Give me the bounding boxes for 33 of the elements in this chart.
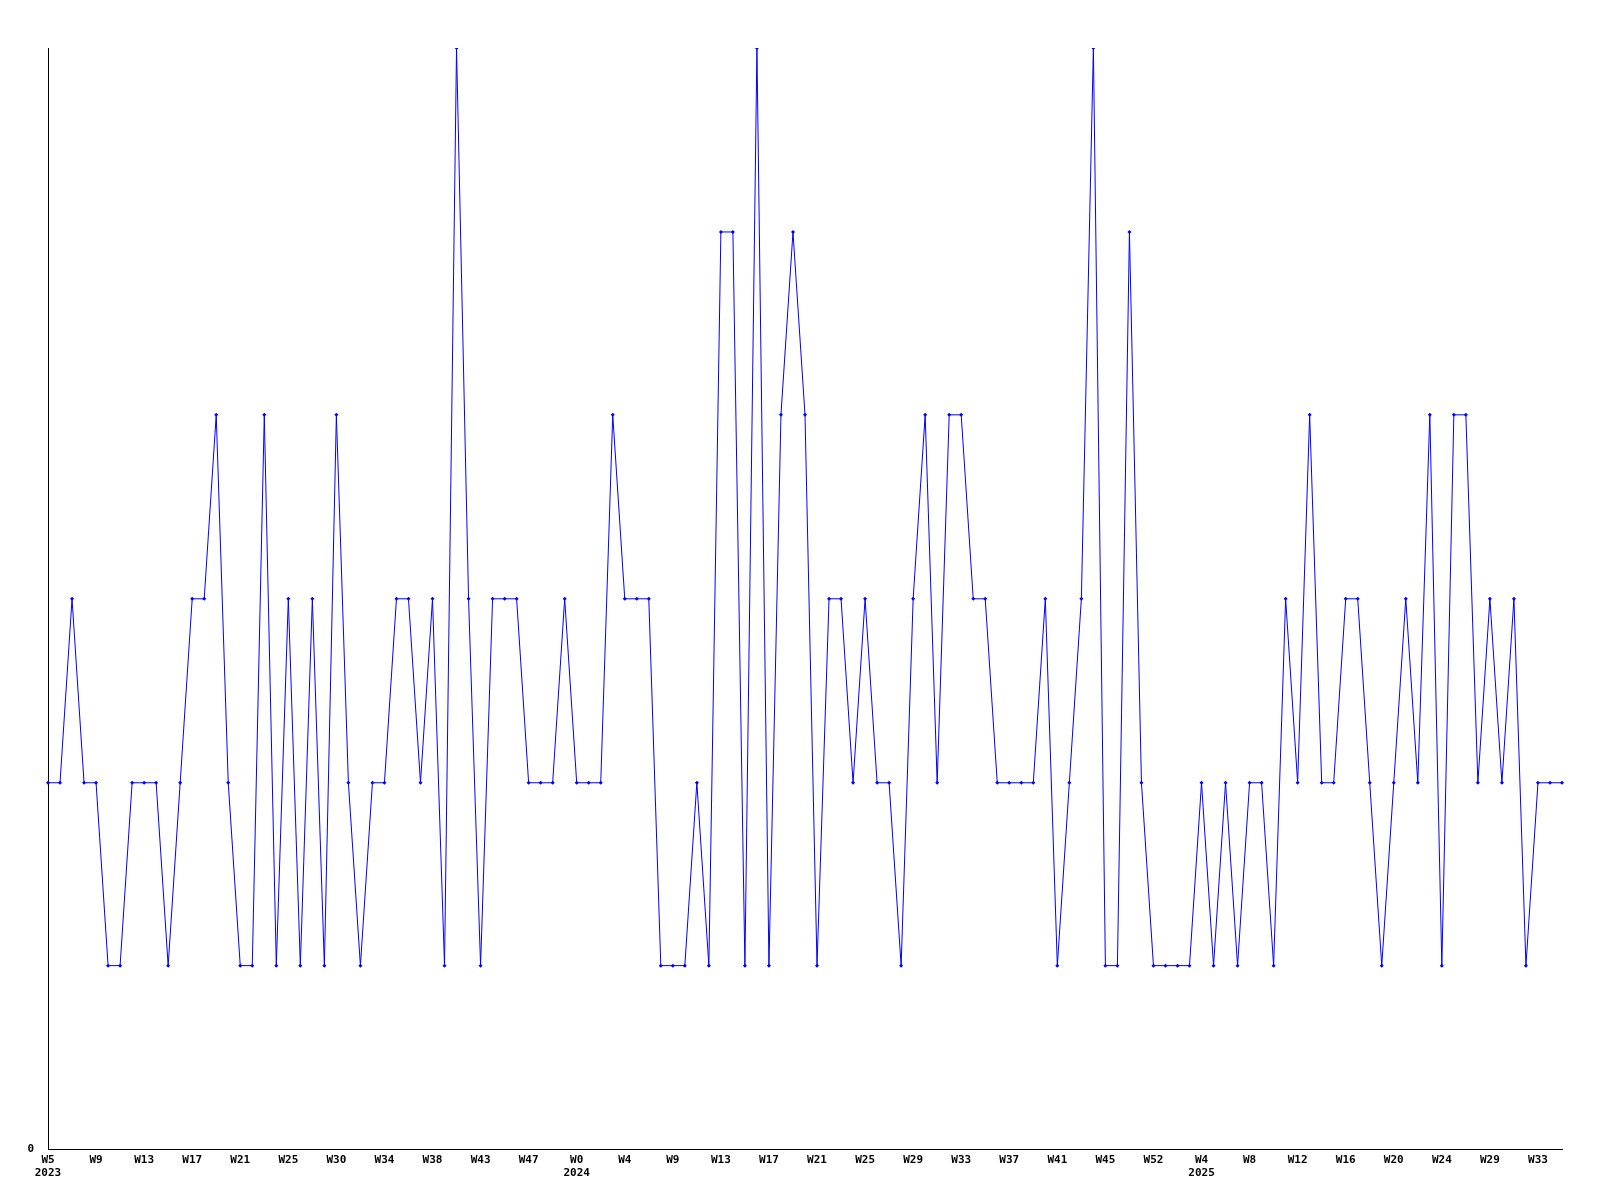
x-tick-label: W0 2024 <box>563 1153 591 1180</box>
x-tick-label: W8 <box>1242 1153 1257 1167</box>
x-tick-label: W21 <box>807 1153 828 1167</box>
x-tick-label: W20 <box>1383 1153 1404 1167</box>
text: 0 <box>27 1142 34 1156</box>
x-tick-label: W5 2023 <box>34 1153 62 1180</box>
x-tick-label: W33 <box>1528 1153 1548 1167</box>
x-tick-label: W29 <box>903 1153 924 1167</box>
x-tick-label: W13 <box>710 1153 731 1167</box>
x-tick-label: W12 <box>1287 1153 1308 1167</box>
x-tick-label: W17 <box>182 1153 203 1167</box>
x-tick-label: W21 <box>230 1153 251 1167</box>
x-tick-label: W9 <box>666 1153 680 1167</box>
x-tick-label: W30 <box>326 1153 347 1167</box>
x-tick-label: W13 <box>134 1153 155 1167</box>
x-tick-label: W34 <box>374 1153 395 1167</box>
x-tick-label: W16 <box>1335 1153 1357 1167</box>
x-tick-label: W37 <box>999 1153 1020 1167</box>
x-tick-label: W38 <box>422 1153 443 1167</box>
x-tick-label: W52 <box>1143 1153 1164 1167</box>
x-tick-label: W33 <box>951 1153 972 1167</box>
x-tick-label: W9 <box>89 1153 103 1167</box>
x-tick-label: W4 <box>618 1153 632 1167</box>
x-tick-label: W17 <box>759 1153 779 1167</box>
x-tick-label: W25 <box>855 1153 876 1167</box>
x-tick-label: W24 <box>1431 1153 1453 1167</box>
x-tick-label: W29 <box>1479 1153 1500 1167</box>
x-tick-label: W45 <box>1095 1153 1116 1167</box>
x-tick-label: W4 2025 <box>1188 1153 1215 1180</box>
x-tick-label: W25 <box>278 1153 299 1167</box>
x-tick-label: W47 <box>518 1153 539 1167</box>
x-tick-label: W41 <box>1047 1153 1068 1167</box>
x-tick-label: W43 <box>470 1153 491 1167</box>
